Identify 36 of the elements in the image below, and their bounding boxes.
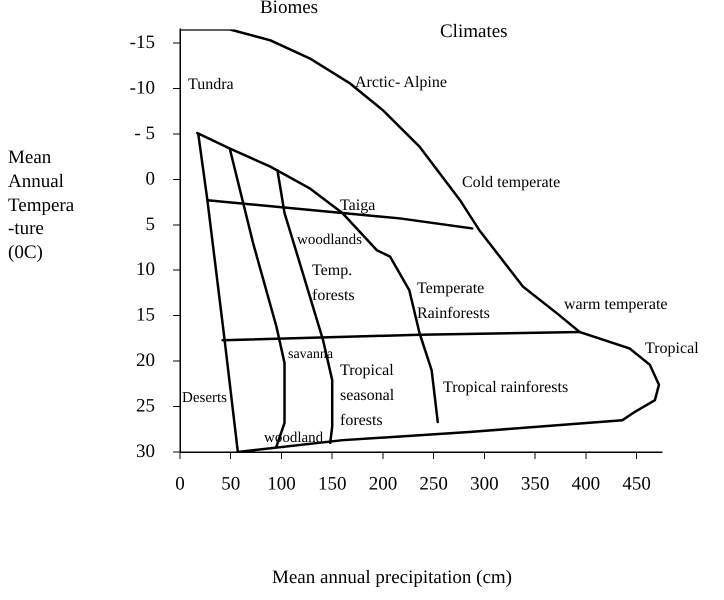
y-tick-label: 10 [136,259,155,280]
annotation: Taiga [340,196,376,216]
annotation: Tropical seasonal forests [340,361,394,431]
x-tick-label: 250 [419,473,448,494]
text: Biomes [260,0,318,20]
x-tick-label: 0 [175,473,185,494]
y-axis-title: Mean Annual Tempera -ture (0C) [8,146,74,265]
y-tick-label: 15 [136,304,155,326]
x-tick-label: 350 [520,473,550,494]
annotation: woodlands [297,231,362,250]
x-tick-label: 200 [368,473,398,494]
annotation: Climates [440,20,508,44]
y-tick-label: 0 [146,168,155,190]
annotation: warm temperate [564,295,668,315]
x-tick-label: 300 [470,473,499,494]
annotation: Tundra [188,75,234,95]
annotation: Tropical rainforests [443,378,568,398]
y-tick-label: 20 [136,350,155,372]
y-tick-label: -10 [130,77,155,98]
x-tick-label: 100 [267,473,296,494]
x-tick-label: 400 [572,473,600,494]
x-tick-label: 150 [318,473,346,494]
annotation: Deserts [182,389,227,408]
annotation: Temperate Rainforests [417,279,490,324]
annotation: Arctic- Alpine [355,73,447,93]
y-tick-label: -15 [130,32,155,54]
annotation: Cold temperate [462,173,560,193]
y-tick-label: - 5 [134,122,155,144]
annotation: Temp. forests [312,261,355,306]
x-tick-label: 50 [221,473,240,494]
x-tick-label: 450 [622,473,651,494]
y-tick-label: 5 [146,214,155,235]
y-tick-label: 25 [136,396,155,417]
x-axis-title: Mean annual precipitation (cm) [270,566,514,590]
annotation: Tropical [645,339,699,359]
y-tick-label: 30 [136,440,155,462]
